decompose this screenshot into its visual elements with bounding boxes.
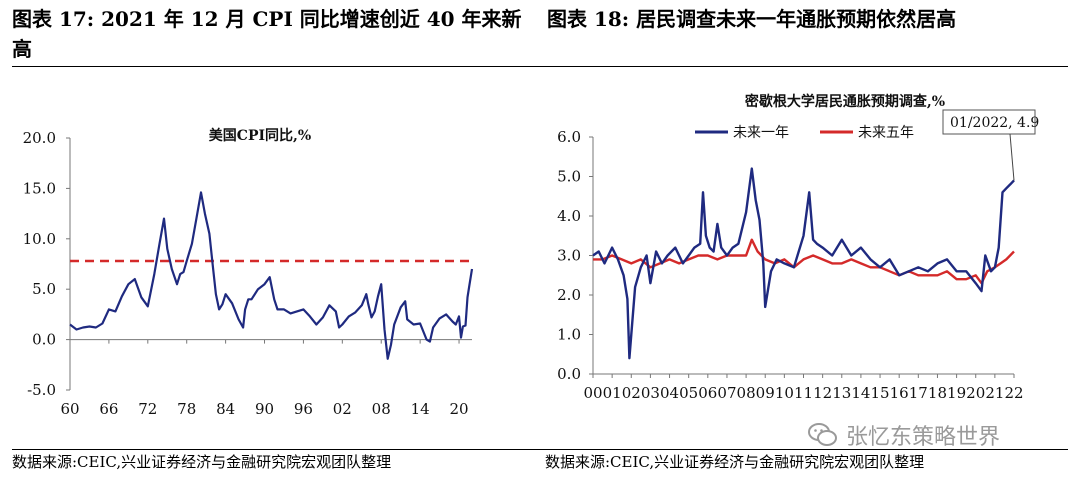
y-tick-label: 1.0 bbox=[557, 326, 581, 344]
y-tick-label: -5.0 bbox=[27, 381, 56, 399]
cpi-chart-title: 美国CPI同比,% bbox=[209, 127, 311, 144]
x-tick-label: 07 bbox=[717, 384, 736, 402]
x-tick-label: 11 bbox=[794, 384, 813, 402]
x-tick-label: 90 bbox=[255, 400, 274, 418]
y-tick-label: 10.0 bbox=[23, 230, 56, 248]
annotation-leader bbox=[1009, 133, 1015, 181]
x-tick-label: 14 bbox=[411, 400, 430, 418]
x-tick-label: 08 bbox=[372, 400, 391, 418]
x-tick-label: 12 bbox=[813, 384, 832, 402]
x-tick-label: 78 bbox=[177, 400, 196, 418]
x-tick-label: 15 bbox=[870, 384, 889, 402]
y-tick-label: 0.0 bbox=[32, 331, 56, 349]
x-tick-label: 72 bbox=[138, 400, 157, 418]
inflation-expectation-chart: 密歇根大学居民通胀预期调查,% 未来一年 未来五年 01/2022, 4.9 0… bbox=[557, 93, 1039, 402]
survey-chart-title: 密歇根大学居民通胀预期调查,% bbox=[744, 93, 945, 110]
x-tick-label: 02 bbox=[333, 400, 352, 418]
annotation-box bbox=[942, 109, 1036, 135]
x-tick-label: 84 bbox=[216, 400, 235, 418]
x-tick-label: 05 bbox=[679, 384, 698, 402]
x-tick-label: 18 bbox=[928, 384, 947, 402]
x-tick-label: 10 bbox=[775, 384, 794, 402]
cpi-series-line bbox=[69, 191, 474, 360]
y-tick-label: 3.0 bbox=[557, 247, 581, 265]
x-tick-label: 03 bbox=[641, 384, 660, 402]
x-tick-label: 00 bbox=[583, 384, 602, 402]
x-tick-label: 96 bbox=[294, 400, 313, 418]
right-source-note: 数据来源:CEIC,兴业证券经济与金融研究院宏观团队整理 bbox=[545, 453, 925, 471]
y-tick-label: 2.0 bbox=[557, 286, 581, 304]
x-tick-label: 01 bbox=[603, 384, 622, 402]
x-tick-label: 06 bbox=[698, 384, 717, 402]
one-year-series-line bbox=[592, 167, 1015, 360]
x-tick-label: 60 bbox=[60, 400, 79, 418]
left-source-note: 数据来源:CEIC,兴业证券经济与金融研究院宏观团队整理 bbox=[12, 453, 392, 471]
y-tick-label: 4.0 bbox=[557, 207, 581, 225]
cpi-chart: 美国CPI同比,% -5.0 0.0 5.0 10.0 15.0 20.0 60 66 72 78… bbox=[23, 127, 474, 418]
x-tick-label: 66 bbox=[99, 400, 118, 418]
y-tick-label: 20.0 bbox=[23, 129, 56, 147]
x-tick-label: 22 bbox=[1004, 384, 1023, 402]
five-year-series-line bbox=[593, 238, 1015, 285]
x-tick-label: 08 bbox=[737, 384, 756, 402]
watermark: 张忆东策略世界 bbox=[808, 420, 1000, 450]
x-tick-label: 21 bbox=[985, 384, 1004, 402]
bottom-rule bbox=[12, 449, 1068, 450]
x-tick-label: 20 bbox=[449, 400, 468, 418]
annotation-label: 01/2022, 4.9 bbox=[950, 115, 1039, 131]
legend-label-5yr: 未来五年 bbox=[858, 125, 914, 141]
legend-label-1yr: 未来一年 bbox=[733, 125, 789, 141]
right-figure-title: 图表 18: 居民调查未来一年通胀预期依然居高 bbox=[547, 7, 957, 31]
x-tick-label: 02 bbox=[622, 384, 641, 402]
y-tick-label: 6.0 bbox=[557, 128, 581, 146]
wechat-icon bbox=[808, 423, 837, 446]
left-figure-title-line1: 图表 17: 2021 年 12 月 CPI 同比增速创近 40 年来新 bbox=[12, 7, 522, 31]
top-rule bbox=[12, 66, 1068, 67]
y-tick-label: 15.0 bbox=[23, 179, 56, 197]
x-tick-label: 04 bbox=[660, 384, 679, 402]
x-tick-label: 16 bbox=[890, 384, 909, 402]
x-tick-label: 19 bbox=[947, 384, 966, 402]
watermark-text: 张忆东策略世界 bbox=[846, 425, 1001, 450]
left-figure-title-line2: 高 bbox=[12, 37, 32, 61]
y-tick-label: 5.0 bbox=[557, 168, 581, 186]
x-tick-label: 13 bbox=[832, 384, 851, 402]
x-tick-label: 14 bbox=[851, 384, 870, 402]
x-tick-label: 17 bbox=[909, 384, 928, 402]
y-tick-label: 0.0 bbox=[557, 365, 581, 383]
x-tick-label: 20 bbox=[966, 384, 985, 402]
y-tick-label: 5.0 bbox=[32, 280, 56, 298]
x-tick-label: 09 bbox=[756, 384, 775, 402]
